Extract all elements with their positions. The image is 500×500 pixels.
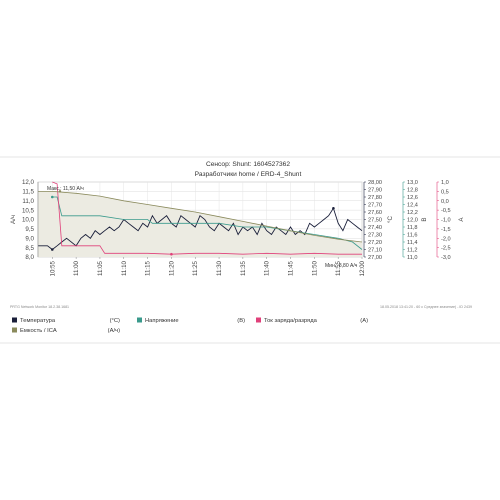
x-tick-label: 11:50	[311, 260, 318, 276]
left-tick-label: 9,5	[25, 226, 34, 233]
x-tick-label: 11:45	[288, 260, 295, 276]
voltage-tick-label: 12,4	[407, 203, 418, 209]
temperature-tick-label: 27,90	[368, 188, 382, 194]
x-tick-label: 11:05	[97, 260, 104, 276]
current-tick-label: 0,0	[441, 199, 449, 205]
x-tick-label: 10:55	[49, 260, 56, 276]
legend-swatch	[137, 317, 142, 323]
legend-unit: (°C)	[110, 318, 120, 324]
voltage-tick-label: 11,6	[407, 233, 417, 239]
voltage-marker	[50, 195, 54, 199]
voltage-tick-label: 11,2	[407, 248, 417, 254]
temperature-tick-label: 27,60	[368, 210, 382, 216]
left-tick-label: 12,0	[22, 179, 35, 186]
legend-swatch	[12, 327, 17, 333]
min-annotation: Мин.: 8,80 А/ч	[325, 263, 358, 269]
capacity-area-fill	[38, 191, 362, 257]
voltage-tick-label: 12,0	[407, 218, 418, 224]
temperature-tick-label: 27,10	[368, 248, 382, 254]
x-tick-label: 11:40	[264, 260, 271, 276]
axes: 8,0 8,5 9,0 9,5 10,0 10,5 11,0 11,5 12,0 А/ч 27,00…	[10, 179, 465, 276]
x-tick-label: 11:20	[168, 260, 175, 276]
frame-lines	[0, 156, 500, 344]
series-line-2	[52, 196, 363, 250]
x-tick-label: 12:00	[359, 260, 366, 276]
temperature-tick-label: 27,00	[368, 255, 382, 261]
voltage-tick-label: 12,6	[407, 195, 418, 201]
footer-left: PRTG Network Monitor 18.2.38.1681	[10, 305, 69, 309]
x-tick-label: 11:55	[335, 260, 342, 276]
voltage-tick-label: 11,0	[407, 255, 417, 261]
capacity-max-marker	[58, 190, 62, 193]
temperature-tick-label: 27,30	[368, 233, 382, 239]
voltage-tick-label: 12,8	[407, 188, 418, 194]
x-tick-label: 11:10	[121, 260, 128, 276]
current-tick-label: -1,0	[441, 218, 451, 224]
legend-unit: (В)	[237, 318, 245, 324]
chart-title: Сенсор: Shunt: 1604527362	[206, 161, 290, 168]
legend-label: Емкость / ICA	[20, 328, 57, 334]
temperature-tick-label: 27,50	[368, 218, 382, 224]
left-axis-title: А/ч	[10, 215, 17, 224]
voltage-tick-label: 11,8	[407, 225, 417, 231]
temperature-tick-label: 27,70	[368, 203, 382, 209]
current-tick-label: -1,5	[441, 227, 451, 233]
legend-swatch	[256, 317, 261, 323]
legend-swatch	[12, 317, 17, 323]
legend-unit: (A)	[360, 318, 368, 324]
current-tick-label: -0,5	[441, 208, 451, 214]
series-lines	[38, 181, 363, 255]
series-line-4	[38, 191, 363, 243]
temperature-tick-label: 27,40	[368, 225, 382, 231]
current-tick-label: -2,5	[441, 246, 451, 252]
left-tick-label: 11,0	[22, 198, 34, 205]
voltage-axis-title: В	[421, 217, 428, 221]
capacity-area	[38, 191, 362, 257]
voltage-tick-label: 13,0	[407, 180, 418, 186]
left-tick-label: 10,5	[22, 207, 35, 214]
series-line-3	[52, 181, 362, 255]
current-tick-label: -2,0	[441, 236, 451, 242]
x-tick-label: 11:25	[192, 260, 199, 276]
left-tick-label: 9,0	[25, 235, 34, 242]
temperature-marker	[332, 206, 335, 210]
left-tick-label: 8,0	[25, 254, 34, 261]
legend: Температура (°C) Напряжение (В) Ток заряда/р…	[12, 317, 368, 334]
temperature-axis-title: °C	[387, 216, 394, 223]
x-tick-label: 11:15	[145, 260, 152, 276]
legend-label: Температура	[20, 318, 56, 324]
current-axis-title: A	[458, 217, 465, 222]
legend-label: Напряжение	[145, 318, 179, 324]
current-tick-label: -3,0	[441, 255, 451, 261]
left-tick-label: 11,5	[22, 189, 34, 196]
x-tick-label: 11:00	[73, 260, 80, 276]
voltage-tick-label: 11,4	[407, 240, 417, 246]
x-tick-label: 11:35	[240, 260, 247, 276]
temperature-tick-label: 28,00	[368, 180, 382, 186]
current-marker	[170, 252, 173, 256]
voltage-tick-label: 12,2	[407, 210, 418, 216]
max-annotation: Макс.: 11,50 А/ч	[47, 186, 84, 192]
chart-subtitle: Разработчики home / ERD-4_Shunt	[195, 170, 302, 178]
series-line-1	[38, 207, 363, 251]
temperature-tick-label: 27,20	[368, 240, 382, 246]
legend-unit: (А/ч)	[108, 328, 120, 334]
left-tick-label: 8,5	[25, 245, 34, 252]
current-tick-label: 0,5	[441, 189, 449, 195]
annotations: Макс.: 11,50 А/ч Мин.: 8,80 А/ч	[47, 186, 358, 269]
legend-label: Ток заряда/разряда	[264, 318, 318, 324]
left-tick-label: 10,0	[22, 217, 35, 224]
temperature-marker	[50, 248, 54, 251]
footer-right: 18.05.2018 13:41:20 - 60 с Среднее значе…	[380, 305, 472, 309]
x-tick-label: 11:30	[216, 260, 223, 276]
series-markers	[50, 190, 335, 256]
current-tick-label: 1,0	[441, 180, 449, 186]
temperature-tick-label: 27,80	[368, 195, 382, 201]
